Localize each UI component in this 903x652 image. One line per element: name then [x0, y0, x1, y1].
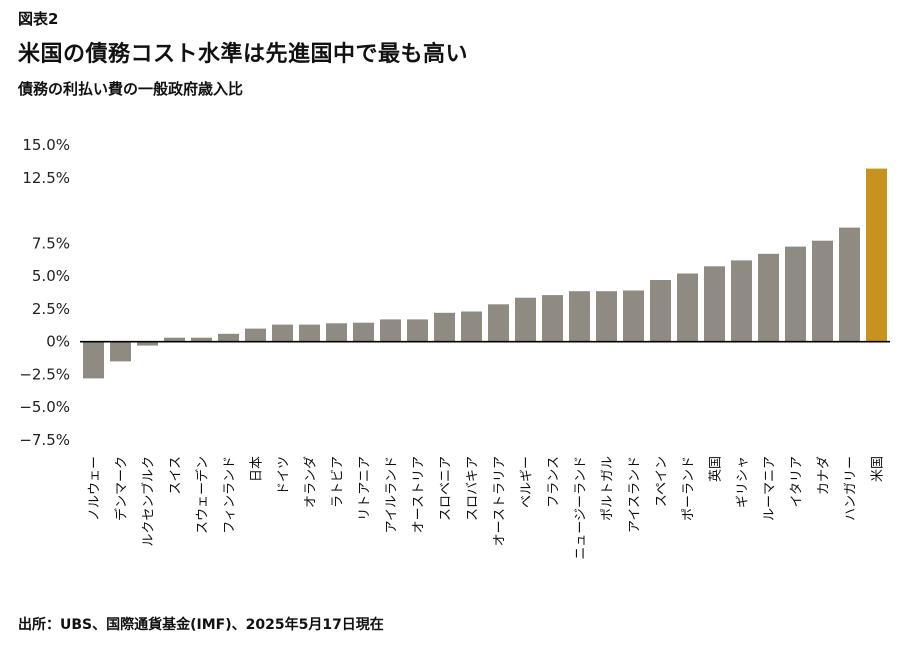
y-tick-label: 0% [46, 333, 70, 351]
bar-2 [110, 341, 131, 362]
bar-16 [488, 304, 509, 342]
bar-4 [164, 337, 185, 342]
bar-15 [461, 311, 482, 342]
y-tick-label: 15.0% [22, 136, 70, 154]
x-tick-label: リトアニア [358, 456, 373, 521]
x-tick-label: スイス [169, 456, 184, 495]
x-tick-label: ポーランド [682, 456, 697, 521]
x-tick-label: ルクセンブルク [141, 456, 157, 547]
x-tick-label: オーストラリア [493, 456, 508, 546]
x-tick-label: ニュージーランド [574, 456, 589, 560]
x-tick-label: ルーマニア [763, 456, 778, 521]
bar-21 [623, 290, 644, 342]
y-axis: 15.0% 12.5% 7.5% 5.0% 2.5% 0% −2.5% −5.0% −7.5% [19, 136, 70, 449]
x-tick-label: ノルウェー [88, 456, 103, 521]
bar-7 [245, 328, 266, 342]
bar-13 [407, 319, 428, 342]
bar-18 [542, 295, 563, 342]
x-tick-label: フィンランド [223, 456, 238, 534]
bar-20 [596, 291, 617, 342]
y-tick-label: 5.0% [32, 267, 70, 285]
bar-14 [434, 312, 455, 342]
x-tick-label: アイスランド [628, 456, 643, 533]
x-tick-label: スペイン [655, 456, 670, 507]
source-note: 出所：UBS、国際通貨基金(IMF)、2025年5月17日現在 [18, 617, 384, 633]
bar-23 [677, 273, 698, 342]
chart-subtitle: 債務の利払い費の一般政府歳入比 [18, 80, 244, 98]
bar-12 [380, 319, 401, 342]
y-tick-label: −5.0% [19, 398, 70, 416]
x-tick-label: 米国 [871, 456, 886, 482]
x-axis: ノルウェー デンマーク ルクセンブルク スイス スウェーデン フィンランド 日本 ドイツ オラン… [88, 456, 886, 560]
bar-6 [218, 333, 239, 342]
bar-chart: 15.0%12.5%7.5%5.0%2.5%0%−2.5%−5.0%−7.5% … [19, 136, 890, 560]
x-tick-label: ハンガリー [844, 456, 859, 521]
x-tick-label: フランス [547, 456, 562, 508]
x-tick-label: 日本 [250, 456, 265, 482]
x-tick-label: ドイツ [277, 456, 292, 495]
x-tick-label: オーストリア [412, 456, 427, 533]
chart-title: 米国の債務コスト水準は先進国中で最も高い [18, 42, 469, 67]
x-tick-label: スロバキア [466, 456, 481, 521]
x-tick-label: デンマーク [114, 456, 130, 521]
x-tick-label: カナダ [817, 456, 832, 495]
bar-1 [83, 341, 104, 379]
x-tick-label: ベルギー [520, 456, 535, 508]
bar-30 [866, 168, 887, 342]
bar-29 [839, 227, 860, 342]
bar-28 [812, 240, 833, 342]
bar-19 [569, 291, 590, 342]
x-tick-label: スウェーデン [195, 456, 211, 534]
x-tick-label: イタリア [790, 456, 805, 507]
bar-22 [650, 280, 671, 342]
y-tick-label: 7.5% [32, 234, 70, 252]
bar-27 [785, 246, 806, 342]
y-tick-label: 2.5% [32, 300, 70, 318]
x-tick-label: ギリシャ [736, 456, 751, 508]
bar-10 [326, 323, 347, 342]
bar-9 [299, 324, 320, 342]
y-tick-label: 12.5% [22, 169, 70, 187]
bar-25 [731, 260, 752, 342]
figure-label: 図表2 [18, 10, 59, 28]
x-tick-label: アイルランド [385, 456, 400, 533]
x-tick-label: ポルトガル [601, 456, 616, 521]
bar-8 [272, 324, 293, 342]
bar-24 [704, 266, 725, 342]
y-tick-label: −7.5% [19, 431, 70, 449]
bar-5 [191, 337, 212, 342]
x-tick-label: オランダ [304, 456, 319, 508]
y-tick-label: −2.5% [19, 365, 70, 383]
x-tick-label: ラトビア [331, 456, 346, 508]
bar-series [83, 168, 887, 379]
x-tick-label: 英国 [709, 456, 724, 482]
x-tick-label: スロベニア [439, 456, 454, 521]
bar-26 [758, 253, 779, 342]
bar-11 [353, 322, 374, 342]
bar-17 [515, 297, 536, 342]
bar-3 [137, 341, 158, 346]
